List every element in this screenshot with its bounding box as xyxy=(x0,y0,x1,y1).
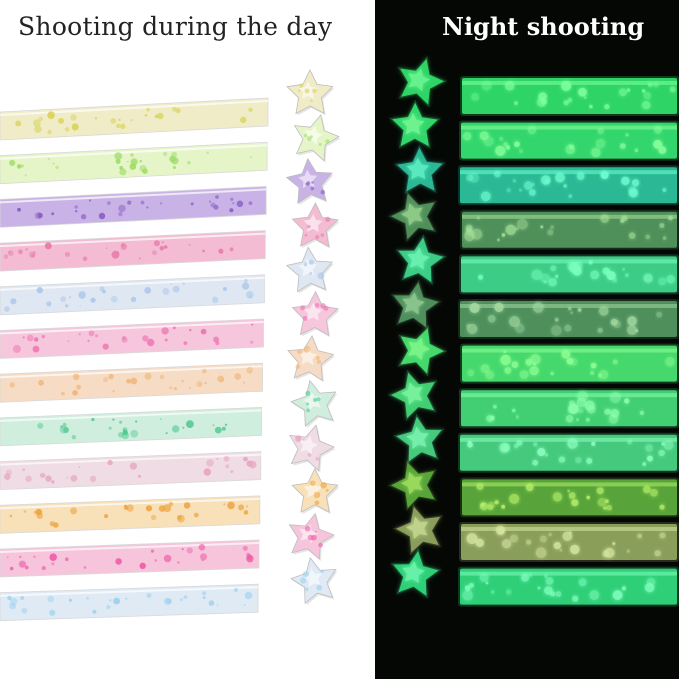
night-lucky-star xyxy=(393,503,443,556)
night-lucky-star xyxy=(390,279,442,330)
night-star-strip xyxy=(459,120,679,161)
night-star-strip xyxy=(460,76,679,116)
day-caption: Shooting during the day xyxy=(18,12,333,41)
night-lucky-star xyxy=(389,99,441,149)
night-star-strip xyxy=(459,254,679,295)
night-lucky-star xyxy=(394,144,446,194)
night-star-strip xyxy=(458,299,679,339)
night-lucky-star xyxy=(397,325,447,377)
day-star-strip xyxy=(0,539,260,578)
day-lucky-star xyxy=(291,290,340,338)
night-lucky-star xyxy=(388,369,438,421)
night-star-strip xyxy=(460,209,679,250)
day-lucky-star xyxy=(290,556,338,606)
night-caption: Night shooting xyxy=(442,12,645,41)
night-lucky-star xyxy=(388,459,437,511)
day-star-strip xyxy=(0,141,268,185)
night-lucky-star xyxy=(390,548,442,599)
night-lucky-star xyxy=(388,190,437,242)
day-strip-group xyxy=(0,97,269,622)
night-star-group xyxy=(388,56,447,599)
day-lucky-star xyxy=(290,379,338,429)
night-lucky-star xyxy=(395,234,447,285)
day-star-strip xyxy=(0,495,261,534)
day-lucky-star xyxy=(286,69,335,116)
day-star-strip xyxy=(0,583,259,622)
day-lucky-star xyxy=(287,335,335,383)
night-star-strip xyxy=(460,477,679,518)
day-star-strip xyxy=(0,230,266,272)
day-star-group xyxy=(285,69,341,606)
night-lucky-star xyxy=(397,56,447,108)
day-star-strip xyxy=(0,451,262,491)
day-lucky-star xyxy=(293,114,341,163)
day-lucky-star xyxy=(285,246,334,294)
day-star-strip xyxy=(0,406,263,447)
day-lucky-star xyxy=(291,201,340,249)
day-lucky-star xyxy=(288,512,336,562)
night-strip-group xyxy=(458,76,679,607)
night-star-strip xyxy=(458,432,679,473)
day-lucky-star xyxy=(291,467,340,515)
night-star-strip xyxy=(460,343,679,384)
day-star-strip xyxy=(0,97,269,141)
day-star-strip xyxy=(0,318,264,359)
night-star-strip xyxy=(458,165,679,206)
day-star-strip xyxy=(0,274,265,316)
day-star-strip xyxy=(0,185,267,228)
day-lucky-star xyxy=(285,157,334,206)
day-lucky-star xyxy=(289,424,336,473)
night-star-strip xyxy=(458,566,679,607)
night-star-strip xyxy=(459,388,679,429)
night-star-strip xyxy=(459,522,679,562)
night-lucky-star xyxy=(393,413,445,465)
day-star-strip xyxy=(0,362,263,403)
